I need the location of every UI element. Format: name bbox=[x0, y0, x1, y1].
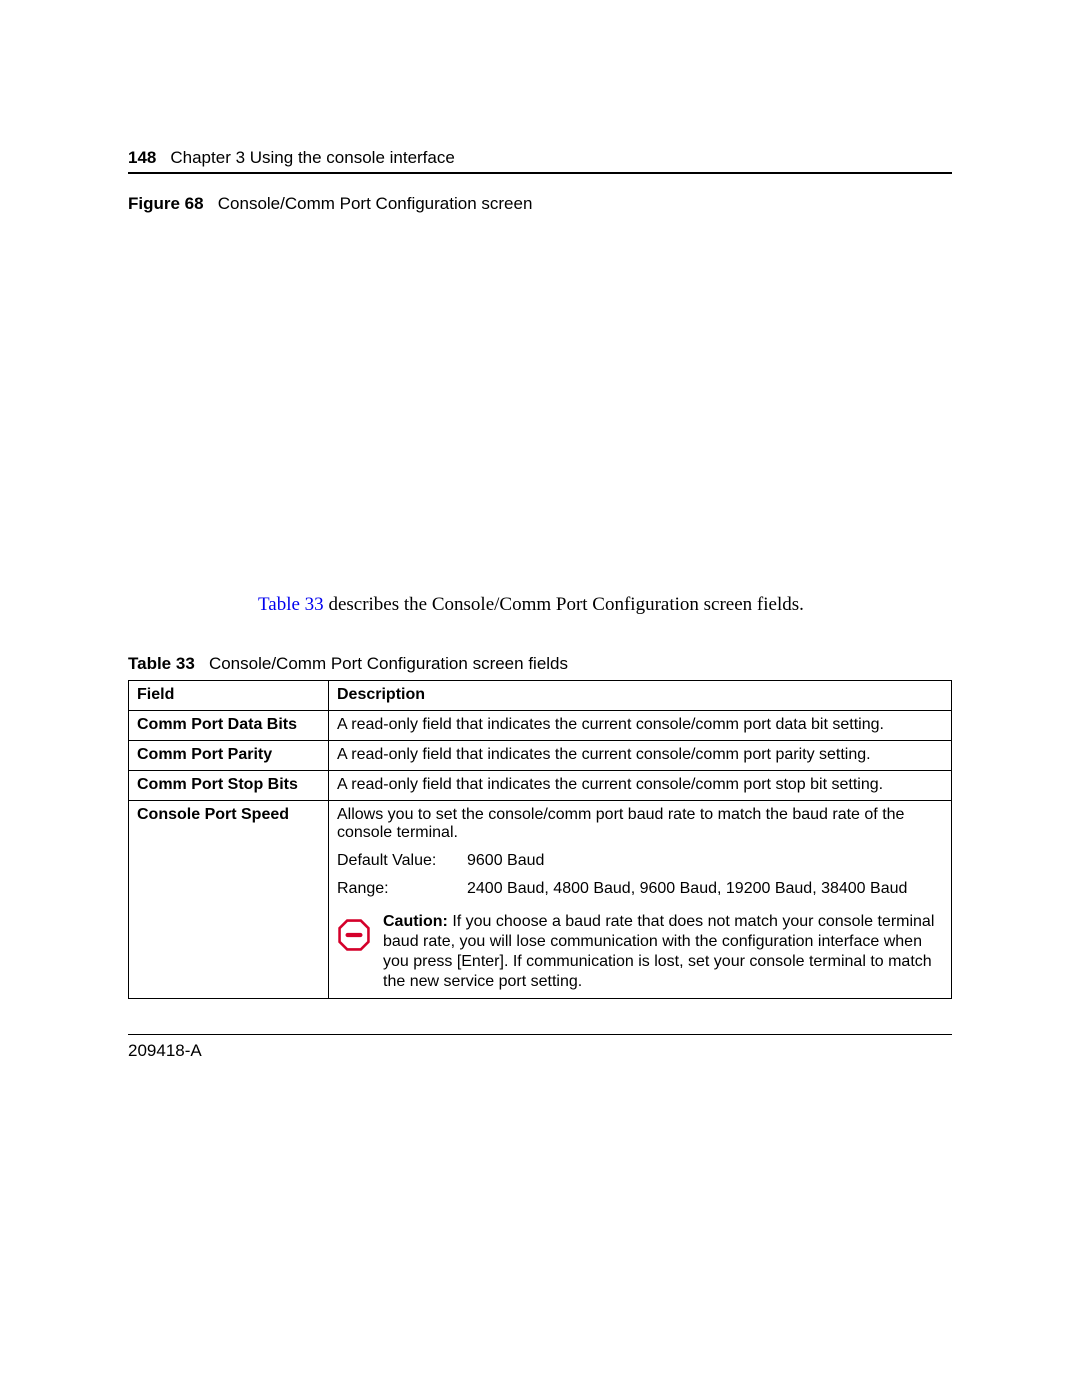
table-row: Comm Port Parity A read-only field that … bbox=[129, 741, 952, 771]
figure-caption: Figure 68 Console/Comm Port Configuratio… bbox=[128, 194, 952, 214]
range-value: 2400 Baud, 4800 Baud, 9600 Baud, 19200 B… bbox=[467, 880, 907, 898]
intro-rest: describes the Console/Comm Port Configur… bbox=[324, 594, 804, 615]
table-row: Comm Port Data Bits A read-only field th… bbox=[129, 711, 952, 741]
page-header: 148 Chapter 3 Using the console interfac… bbox=[128, 148, 952, 174]
page-number: 148 bbox=[128, 148, 156, 168]
table-caption-text: Console/Comm Port Configuration screen f… bbox=[209, 654, 568, 673]
caution-label: Caution: bbox=[383, 913, 448, 930]
field-description: A read-only field that indicates the cur… bbox=[329, 771, 952, 801]
default-value-row: Default Value: 9600 Baud bbox=[337, 852, 943, 870]
table-caption: Table 33 Console/Comm Port Configuration… bbox=[128, 654, 952, 674]
range-row: Range: 2400 Baud, 4800 Baud, 9600 Baud, … bbox=[337, 880, 943, 898]
figure-label: Figure 68 bbox=[128, 194, 204, 213]
table-label: Table 33 bbox=[128, 654, 195, 673]
range-label: Range: bbox=[337, 880, 445, 898]
document-id: 209418-A bbox=[128, 1041, 202, 1060]
field-name: Comm Port Parity bbox=[129, 741, 329, 771]
fields-table: Field Description Comm Port Data Bits A … bbox=[128, 680, 952, 999]
field-name: Console Port Speed bbox=[129, 801, 329, 999]
field-description: A read-only field that indicates the cur… bbox=[329, 711, 952, 741]
caution-block: Caution: If you choose a baud rate that … bbox=[337, 912, 943, 992]
chapter-title: Chapter 3 Using the console interface bbox=[170, 148, 454, 168]
default-label: Default Value: bbox=[337, 852, 445, 870]
intro-paragraph: Table 33 describes the Console/Comm Port… bbox=[258, 594, 952, 616]
column-header-field: Field bbox=[129, 681, 329, 711]
table-reference-link[interactable]: Table 33 bbox=[258, 594, 324, 615]
field-name: Comm Port Stop Bits bbox=[129, 771, 329, 801]
caution-text: Caution: If you choose a baud rate that … bbox=[383, 912, 943, 992]
field-name: Comm Port Data Bits bbox=[129, 711, 329, 741]
page-footer: 209418-A bbox=[128, 1034, 952, 1061]
table-row: Console Port Speed Allows you to set the… bbox=[129, 801, 952, 999]
table-header-row: Field Description bbox=[129, 681, 952, 711]
default-value: 9600 Baud bbox=[467, 852, 544, 870]
field-description: Allows you to set the console/comm port … bbox=[329, 801, 952, 999]
speed-intro: Allows you to set the console/comm port … bbox=[337, 806, 943, 842]
caution-body: If you choose a baud rate that does not … bbox=[383, 913, 934, 990]
field-description: A read-only field that indicates the cur… bbox=[329, 741, 952, 771]
document-page: 148 Chapter 3 Using the console interfac… bbox=[128, 148, 952, 999]
caution-icon bbox=[337, 918, 371, 957]
column-header-description: Description bbox=[329, 681, 952, 711]
table-row: Comm Port Stop Bits A read-only field th… bbox=[129, 771, 952, 801]
figure-text: Console/Comm Port Configuration screen bbox=[218, 194, 533, 213]
